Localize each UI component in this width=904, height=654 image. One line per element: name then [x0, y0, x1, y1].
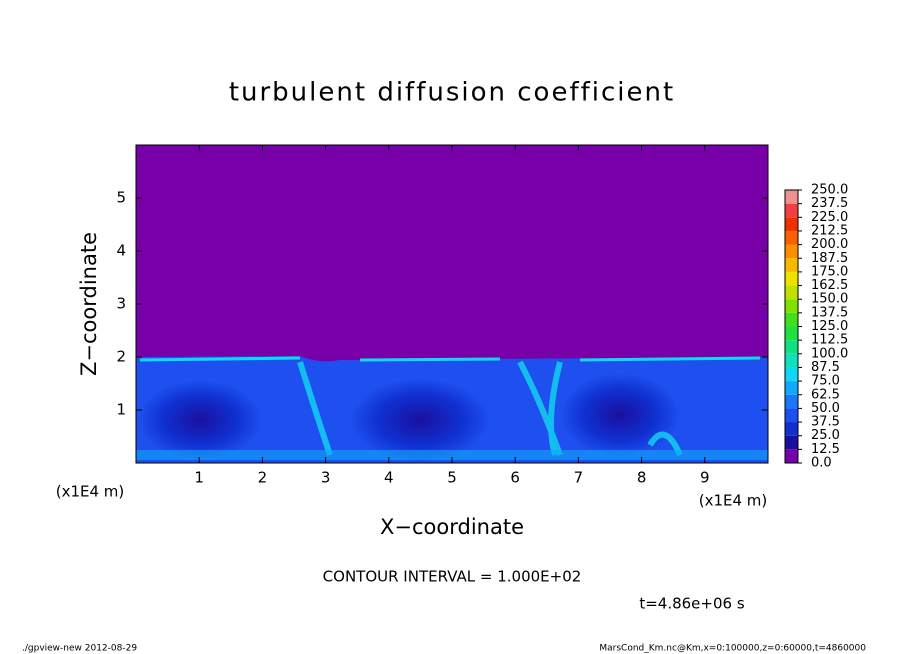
- colorbar-label: 200.0: [811, 237, 848, 252]
- colorbar-label: 212.5: [811, 223, 848, 238]
- colorbar-label: 250.0: [811, 183, 848, 198]
- colorbar-band: [785, 299, 798, 313]
- colorbar-label: 125.0: [811, 319, 848, 334]
- colorbar-band: [785, 422, 798, 436]
- colorbar-label: 12.5: [811, 442, 840, 457]
- colorbar-label: 175.0: [811, 264, 848, 279]
- colorbar-band: [785, 271, 798, 286]
- colorbar-label: 62.5: [811, 387, 840, 402]
- colorbar-band: [785, 326, 798, 341]
- colorbar-band: [785, 190, 798, 204]
- colorbar-label: 87.5: [811, 360, 840, 375]
- colorbar-band: [785, 353, 798, 368]
- y-tick-label: 2: [116, 348, 126, 366]
- footer-left: ./gpview-new 2012-08-29: [22, 644, 137, 654]
- colorbar-label: 225.0: [811, 210, 848, 225]
- eddy: [560, 373, 680, 457]
- colorbar-band: [785, 285, 798, 300]
- contour-interval: CONTOUR INTERVAL = 1.000E+02: [323, 568, 582, 586]
- time-label: t=4.86e+06 s: [639, 595, 745, 613]
- x-tick-label: 9: [700, 469, 710, 487]
- colorbar-band: [785, 244, 798, 259]
- y-tick-label: 3: [116, 295, 126, 313]
- colorbar-band: [785, 340, 798, 354]
- colorbar-label: 162.5: [811, 278, 848, 293]
- colorbar-band: [785, 203, 798, 218]
- colorbar-label: 25.0: [811, 428, 840, 443]
- x-axis-label: X−coordinate: [380, 515, 524, 539]
- colorbar-label: 187.5: [811, 251, 848, 266]
- colorbar-band: [785, 449, 798, 463]
- colorbar-label: 237.5: [811, 196, 848, 211]
- x-tick-label: 1: [194, 469, 204, 487]
- colorbar-band: [785, 381, 798, 395]
- colorbar-label: 37.5: [811, 415, 840, 430]
- x-tick-label: 8: [637, 469, 647, 487]
- plume: [297, 360, 683, 457]
- colorbar-label: 112.5: [811, 333, 848, 348]
- colorbar-band: [785, 217, 798, 231]
- eddy: [350, 378, 490, 462]
- colorbar-label: 50.0: [811, 401, 840, 416]
- top-edge: [139, 356, 761, 362]
- x-tick-label: 5: [447, 469, 457, 487]
- x-unit-label: (x1E4 m): [699, 492, 768, 510]
- y-tick-label: 5: [116, 189, 126, 207]
- x-tick-label: 7: [574, 469, 584, 487]
- x-tick-label: 2: [258, 469, 268, 487]
- colorbar-label: 100.0: [811, 346, 848, 361]
- colorbar-band: [785, 230, 798, 245]
- y-tick-label: 4: [116, 242, 126, 260]
- colorbar-label: 137.5: [811, 305, 848, 320]
- contour-field: [136, 145, 768, 463]
- eddy: [138, 380, 262, 460]
- chart-title: turbulent diffusion coefficient: [229, 78, 675, 108]
- colorbar-label: 75.0: [811, 374, 840, 389]
- x-tick-label: 4: [384, 469, 394, 487]
- colorbar-band: [785, 394, 798, 409]
- colorbar-label: 150.0: [811, 292, 848, 307]
- colorbar-band: [785, 367, 798, 382]
- colorbar-band: [785, 312, 798, 327]
- colorbar-band: [785, 408, 798, 423]
- x-tick-label: 3: [321, 469, 331, 487]
- colorbar-label: 0.0: [811, 456, 832, 471]
- footer-right: MarsCond_Km.nc@Km,x=0:100000,z=0:60000,t…: [599, 644, 866, 654]
- x-tick-label: 6: [510, 469, 520, 487]
- y-tick-label: 1: [116, 401, 126, 419]
- colorbar-band: [785, 435, 798, 450]
- x-unit-label: (x1E4 m): [56, 483, 125, 501]
- y-axis-label: Z−coordinate: [77, 232, 101, 376]
- colorbar-band: [785, 258, 798, 272]
